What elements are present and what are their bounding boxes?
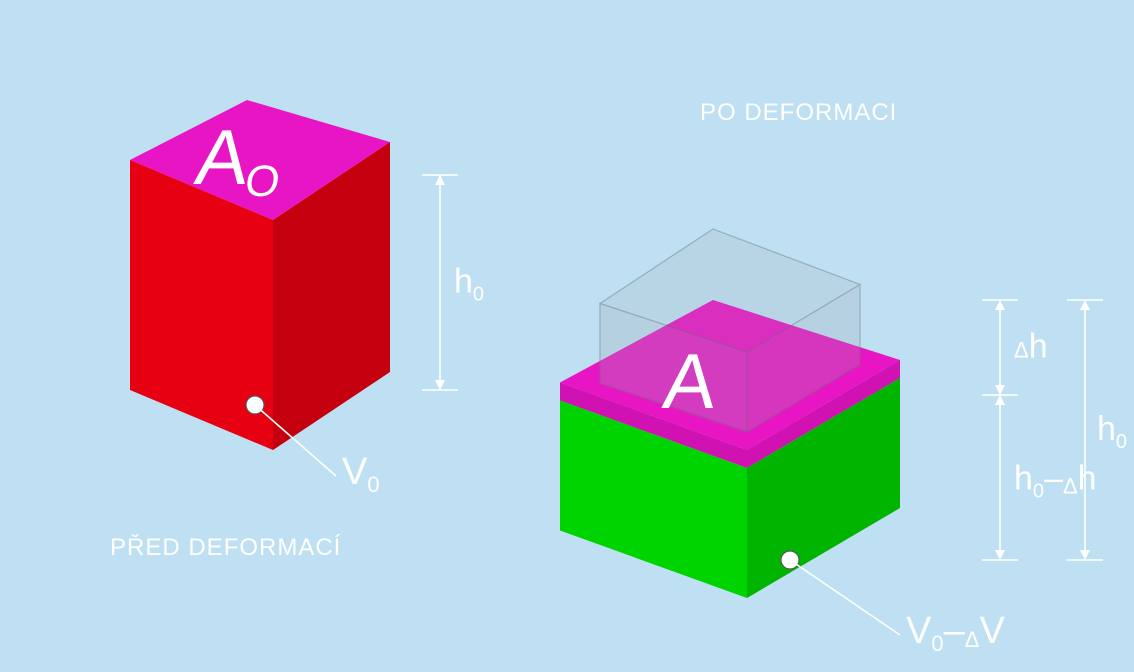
label-V0-minus-dV: V0–ΔV <box>906 610 1005 656</box>
caption-after: PO DEFORMACI <box>700 99 897 126</box>
caption-before: PŘED DEFORMACÍ <box>110 534 341 561</box>
label-A: A <box>659 337 721 425</box>
diagram-svg: AOh0V0PŘED DEFORMACÍAΔhh0–Δhh0V0–ΔVPO DE… <box>0 0 1134 672</box>
